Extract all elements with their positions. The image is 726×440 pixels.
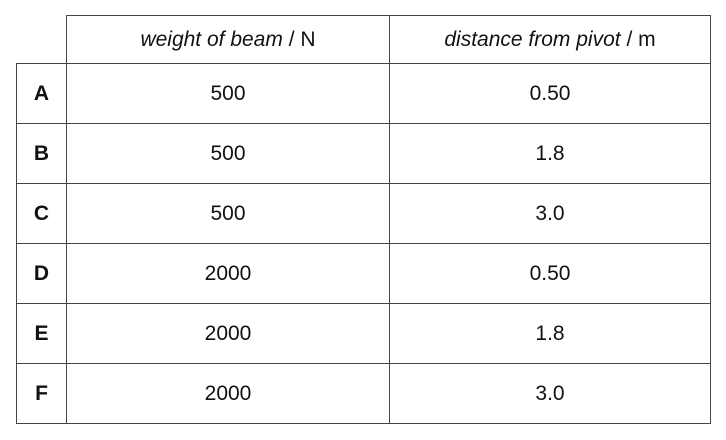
quantity: distance from pivot <box>444 27 621 51</box>
table-row: B 500 1.8 <box>16 123 711 184</box>
cell: 0.50 <box>389 243 711 304</box>
table-row: A 500 0.50 <box>16 63 711 124</box>
table-body: A 500 0.50 B 500 1.8 C 500 3.0 D 2000 0.50 E 2000 1.8 F… <box>16 63 711 424</box>
row-label: B <box>16 123 67 184</box>
cell: 2000 <box>66 243 390 304</box>
table-row: E 2000 1.8 <box>16 303 711 364</box>
cell: 0.50 <box>389 63 711 124</box>
corner-cell <box>16 15 67 64</box>
cell: 500 <box>66 183 390 244</box>
cell: 1.8 <box>389 123 711 184</box>
row-label: D <box>16 243 67 304</box>
cell: 500 <box>66 63 390 124</box>
table-row: F 2000 3.0 <box>16 363 711 424</box>
cell: 1.8 <box>389 303 711 364</box>
header-row: weight of beam / N distance from pivot /… <box>16 15 711 64</box>
row-label: A <box>16 63 67 124</box>
row-label: E <box>16 303 67 364</box>
cell: 2000 <box>66 303 390 364</box>
cell: 3.0 <box>389 363 711 424</box>
unit: / N <box>288 27 316 51</box>
table-row: D 2000 0.50 <box>16 243 711 304</box>
table-row: C 500 3.0 <box>16 183 711 244</box>
cell: 2000 <box>66 363 390 424</box>
header-cell: distance from pivot / m <box>389 15 711 64</box>
unit: / m <box>626 27 656 51</box>
header-cell: weight of beam / N <box>66 15 390 64</box>
data-table: weight of beam / N distance from pivot /… <box>16 15 711 424</box>
row-label: F <box>16 363 67 424</box>
cell: 3.0 <box>389 183 711 244</box>
cell: 500 <box>66 123 390 184</box>
quantity: weight of beam <box>140 27 283 51</box>
row-label: C <box>16 183 67 244</box>
